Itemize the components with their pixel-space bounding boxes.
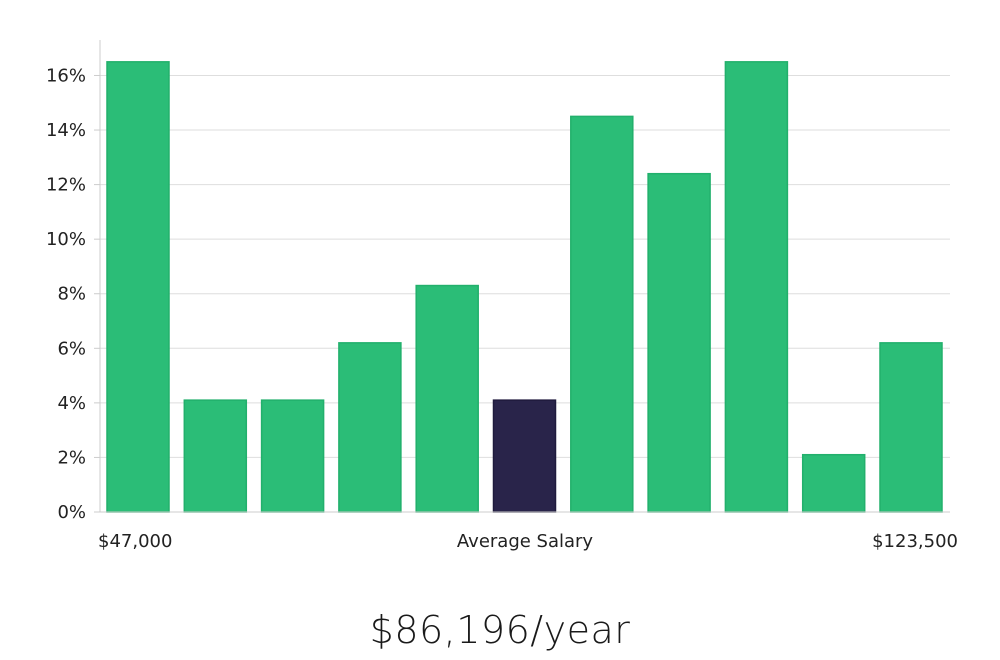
y-tick-label: 6% xyxy=(57,338,86,359)
bars xyxy=(106,61,943,513)
salary-histogram: 0% 2% 4% 6% 8% 10% 12% 14% 16% $47,000 Average S… xyxy=(46,40,958,552)
x-label-min: $47,000 xyxy=(98,531,172,552)
bar xyxy=(801,453,866,513)
bar xyxy=(724,61,789,513)
bar xyxy=(260,399,325,513)
y-tick-label: 12% xyxy=(46,175,86,196)
bar-highlighted xyxy=(492,399,557,513)
y-tick-label: 16% xyxy=(46,65,86,86)
y-tick-label: 8% xyxy=(57,284,86,305)
bar xyxy=(570,115,634,513)
average-salary-headline: $86,196/year xyxy=(369,608,631,652)
y-tick-label: 2% xyxy=(57,447,86,468)
bar xyxy=(106,61,170,513)
y-tick-label: 4% xyxy=(57,393,86,414)
bar xyxy=(415,284,479,513)
bar xyxy=(879,342,943,513)
y-tick-label: 10% xyxy=(46,229,86,250)
y-tick-label: 14% xyxy=(46,120,86,141)
x-label-max: $123,500 xyxy=(872,531,958,552)
bar xyxy=(183,399,248,513)
bar xyxy=(647,172,711,513)
x-axis-title: Average Salary xyxy=(457,531,594,552)
y-tick-label: 0% xyxy=(57,502,86,523)
bar xyxy=(338,342,402,513)
y-axis-ticks: 0% 2% 4% 6% 8% 10% 12% 14% 16% xyxy=(46,65,100,523)
